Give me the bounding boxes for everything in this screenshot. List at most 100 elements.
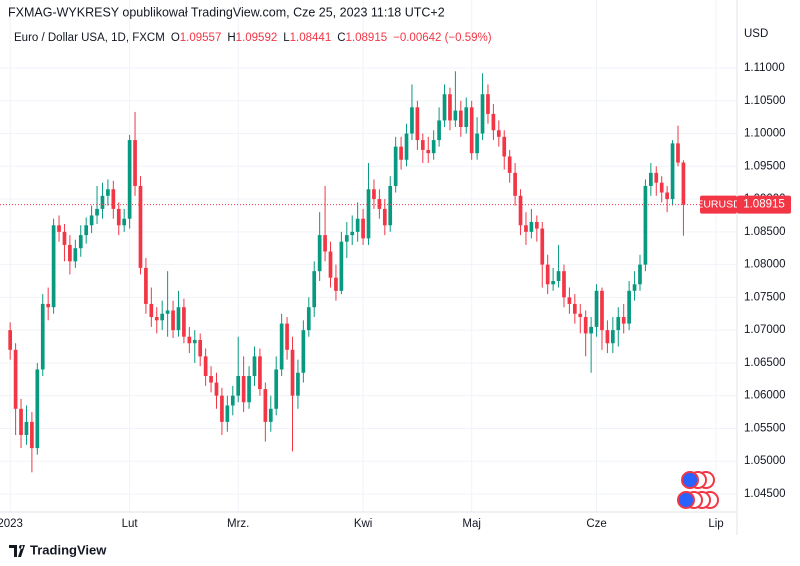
candle-body xyxy=(366,189,371,239)
x-tick-label: Cze xyxy=(586,518,606,530)
candle-body xyxy=(127,140,132,219)
x-tick-label: Mrz. xyxy=(227,518,249,530)
candle-body xyxy=(171,310,175,331)
y-tick-label: 1.04500 xyxy=(744,488,786,500)
candle-body xyxy=(285,323,289,350)
candle-body xyxy=(404,133,409,160)
price-tag-label: 1.08915 xyxy=(743,199,785,211)
candle-body xyxy=(605,330,610,344)
grid xyxy=(0,0,737,512)
candle-body xyxy=(670,143,675,200)
candle-body xyxy=(312,271,317,308)
candle-body xyxy=(24,421,29,435)
candle-body xyxy=(534,222,539,229)
candle-body xyxy=(464,107,469,127)
candle-body xyxy=(214,382,219,396)
price-tag xyxy=(737,195,791,214)
y-tick-label: 1.09500 xyxy=(744,160,786,172)
ohlc-value: 1.09592 xyxy=(236,32,278,44)
candle-body xyxy=(399,146,403,160)
candle-body xyxy=(19,408,23,435)
candle-body xyxy=(437,120,441,141)
candle-body xyxy=(350,231,355,236)
icon xyxy=(681,471,699,489)
candle-body xyxy=(638,264,642,285)
candle-body xyxy=(453,110,458,121)
ohlc-value: 1.08441 xyxy=(290,32,332,44)
y-tick-label: 1.06500 xyxy=(744,357,786,369)
y-tick-label: 1.07500 xyxy=(744,291,786,303)
candle-body xyxy=(491,113,496,131)
y-tick-label: 1.11000 xyxy=(744,62,785,74)
candle-body xyxy=(187,336,192,344)
candle-body xyxy=(95,208,99,216)
candle-body xyxy=(524,225,528,232)
candle-body xyxy=(290,349,295,396)
candle-body xyxy=(529,222,534,232)
candle-body xyxy=(426,149,431,154)
candle-body xyxy=(100,195,105,209)
candle-body xyxy=(410,107,414,134)
candle-body xyxy=(507,156,512,173)
y-tick-label: 1.06000 xyxy=(744,390,786,402)
candle-body xyxy=(480,94,485,134)
candle-body xyxy=(442,94,447,121)
candle-body xyxy=(73,248,78,262)
candle-body xyxy=(111,189,116,209)
candle-body xyxy=(486,94,490,114)
candle-body xyxy=(198,339,203,357)
y-axis-unit: USD xyxy=(744,28,768,40)
chart-title: Euro / Dollar USA, 1D, FXCM xyxy=(14,32,165,44)
x-tick-label: Lip xyxy=(708,518,723,530)
candle-body xyxy=(149,303,154,318)
candle-body xyxy=(30,421,34,449)
candle-body xyxy=(84,225,89,236)
candle-body xyxy=(545,264,550,285)
candle-body xyxy=(182,307,186,337)
y-tick-label: 1.10500 xyxy=(744,95,786,107)
candle-body xyxy=(160,313,165,321)
y-tick-label: 1.07000 xyxy=(744,324,786,336)
candle-body xyxy=(89,215,94,226)
y-tick-label: 1.08500 xyxy=(744,226,786,238)
candle-body xyxy=(209,376,213,383)
icon xyxy=(677,491,695,509)
candle-body xyxy=(46,303,51,308)
candle-body xyxy=(57,225,61,232)
candle-body xyxy=(681,162,686,205)
candle-body xyxy=(567,297,572,304)
candle-body xyxy=(469,107,474,154)
candle-body xyxy=(296,372,300,396)
ohlc-value: 1.08915 xyxy=(346,32,388,44)
candle-body xyxy=(594,290,599,327)
candle-body xyxy=(502,136,507,157)
candle-body xyxy=(648,172,653,186)
candle-body xyxy=(203,356,208,377)
ohlc-letter: L xyxy=(283,32,290,44)
y-tick-label: 1.08000 xyxy=(744,259,786,271)
candle-body xyxy=(51,225,56,308)
candle-body xyxy=(220,395,224,422)
candle-body xyxy=(122,218,127,226)
candle-body xyxy=(8,330,13,350)
candle-body xyxy=(241,376,246,403)
candle-body xyxy=(247,376,251,403)
candle-body xyxy=(263,389,268,422)
candle-body xyxy=(116,208,121,226)
y-tick-label: 1.05500 xyxy=(744,422,786,434)
candle-body xyxy=(551,280,555,285)
candle-body xyxy=(355,218,360,232)
candle-body xyxy=(562,271,566,298)
candle-body xyxy=(258,356,262,390)
candle-body xyxy=(431,140,436,154)
candle-body xyxy=(154,317,159,321)
candle-body xyxy=(654,172,659,183)
candle-body xyxy=(377,199,382,209)
candle-body xyxy=(632,284,637,291)
candle-body xyxy=(583,317,588,334)
candle-body xyxy=(659,182,664,193)
candle-body xyxy=(610,330,615,344)
candle-body xyxy=(475,133,479,154)
x-tick-label: Lut xyxy=(122,518,139,530)
